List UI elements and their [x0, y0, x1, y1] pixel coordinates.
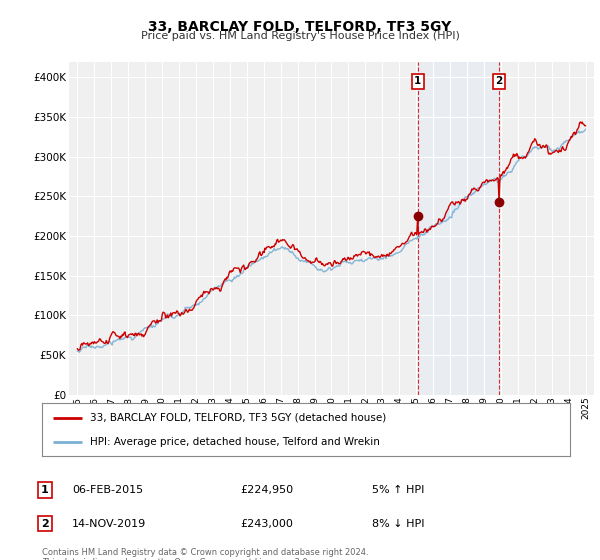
Text: 5% ↑ HPI: 5% ↑ HPI: [372, 485, 424, 495]
Text: 33, BARCLAY FOLD, TELFORD, TF3 5GY: 33, BARCLAY FOLD, TELFORD, TF3 5GY: [148, 20, 452, 34]
Text: Contains HM Land Registry data © Crown copyright and database right 2024.
This d: Contains HM Land Registry data © Crown c…: [42, 548, 368, 560]
Text: £224,950: £224,950: [240, 485, 293, 495]
Text: 06-FEB-2015: 06-FEB-2015: [72, 485, 143, 495]
Text: 14-NOV-2019: 14-NOV-2019: [72, 519, 146, 529]
Text: 33, BARCLAY FOLD, TELFORD, TF3 5GY (detached house): 33, BARCLAY FOLD, TELFORD, TF3 5GY (deta…: [89, 413, 386, 423]
Bar: [418, 62, 499, 395]
Text: 1: 1: [41, 485, 49, 495]
Text: Price paid vs. HM Land Registry's House Price Index (HPI): Price paid vs. HM Land Registry's House …: [140, 31, 460, 41]
Text: 2: 2: [496, 76, 503, 86]
Text: 1: 1: [414, 76, 421, 86]
Text: £243,000: £243,000: [240, 519, 293, 529]
Text: HPI: Average price, detached house, Telford and Wrekin: HPI: Average price, detached house, Telf…: [89, 437, 379, 447]
Text: 2: 2: [41, 519, 49, 529]
Text: 8% ↓ HPI: 8% ↓ HPI: [372, 519, 425, 529]
